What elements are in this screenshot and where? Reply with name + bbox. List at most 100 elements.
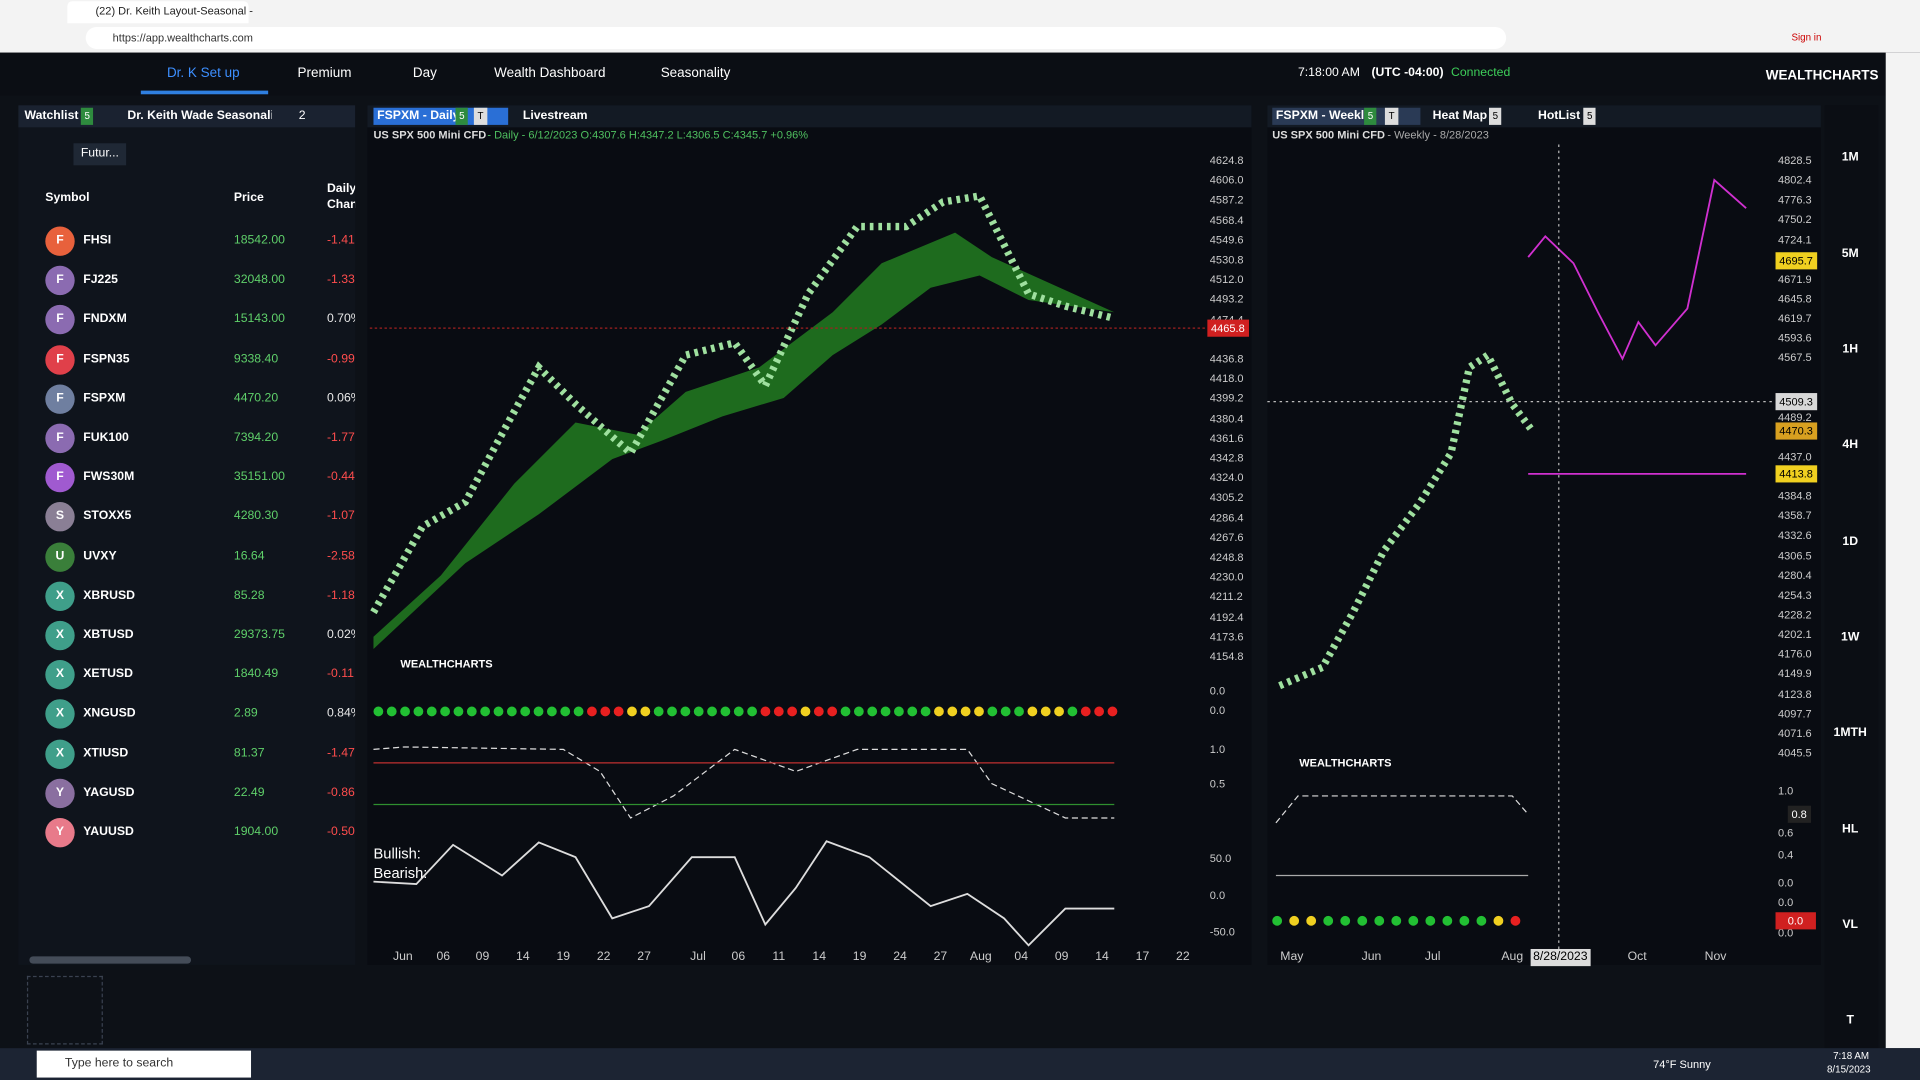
symbol[interactable]: UVXY [83,549,117,563]
signal-dot [1107,706,1118,717]
symbol[interactable]: XNGUSD [83,707,136,721]
nav-tab[interactable]: Wealth Dashboard [494,66,606,81]
symbol[interactable]: XBTUSD [83,628,134,642]
price-tick: 4154.8 [1209,650,1244,663]
nav-tab[interactable]: Seasonality [660,66,731,81]
symbol[interactable]: FHSI [83,233,112,248]
add-layout[interactable] [26,975,103,1045]
interval-button[interactable]: VL [1842,918,1859,932]
symbol[interactable]: XBRUSD [83,588,135,603]
nav-tab[interactable]: Day [412,66,437,81]
date-tick: Jun [1361,950,1382,964]
price: 15143.00 [233,312,285,327]
price-tick: 4384.8 [1777,490,1812,503]
price: 4280.30 [233,509,279,524]
sign-in[interactable]: Sign in [1791,31,1822,43]
signal-dot [520,706,531,717]
chart-tab[interactable]: HotList [1537,108,1581,123]
symbol[interactable]: FSPN35 [83,352,130,366]
symbol-icon: F [45,344,75,375]
browser-tab[interactable] [67,1,249,24]
interval-button[interactable]: 5M [1841,247,1859,261]
indicator-tick: 1.0 [1777,784,1794,798]
badge: T [473,107,488,125]
symbol[interactable]: XTIUSD [83,746,129,760]
signal-dot [1476,915,1487,926]
interval-button[interactable]: 1D [1842,535,1859,549]
symbol[interactable]: XETUSD [83,667,133,682]
date-tick: Oct [1627,950,1647,964]
symbol[interactable]: FJ225 [83,273,118,287]
price-tick: 4097.7 [1777,707,1812,720]
symbol[interactable]: FUK100 [83,431,129,445]
change: -0.50 [326,825,355,839]
price: 1904.00 [233,825,279,839]
price-tick: 4192.4 [1209,610,1244,623]
scrollbar[interactable] [29,956,192,964]
price-tick: 4123.8 [1777,687,1812,700]
signal-dot [867,706,878,717]
legend-bullish: Bullish: [373,844,421,863]
price-tick: 4399.2 [1209,392,1244,405]
interval-button[interactable]: HL [1842,822,1859,837]
chart-tab[interactable]: FSPXM - Daily [373,107,509,125]
nav-tab[interactable]: Premium [297,66,352,81]
interval-button[interactable]: T [1846,1013,1854,1028]
symbol-icon: Y [45,817,75,848]
indicator-tick: 50.0 [1209,852,1232,865]
signal-dot [813,706,824,717]
browser-sidebar [1885,52,1920,1049]
date-tick: 14 [812,950,827,964]
price-tick: 4248.8 [1209,551,1244,564]
badge: 5 [80,107,94,125]
signal-dot [853,706,864,717]
signal-dot [546,706,557,717]
chart-tab[interactable]: FSPXM - Weekly [1272,107,1420,125]
date-tick: 24 [893,950,907,964]
url[interactable]: https://app.wealthcharts.com [112,31,253,45]
watchlist-tab[interactable]: Watchlist [24,108,79,123]
daily-tabbar [367,105,1252,128]
date-tick: 22 [596,950,611,964]
symbol[interactable]: FWS30M [83,470,135,484]
taskbar-search-text[interactable]: Type here to search [64,1056,174,1071]
signal-dot [1094,706,1105,717]
last-price: 4465.8 [1207,319,1249,337]
chart-tab[interactable]: Heat Map [1432,108,1488,123]
tab-title[interactable]: (22) Dr. Keith Layout-Seasonal - [95,4,253,18]
price-tick: 4286.4 [1209,511,1244,524]
nav-tab[interactable]: Dr. K Set up [166,66,240,81]
price-marker: 4509.3 [1775,393,1817,411]
address-bar[interactable] [85,26,1507,49]
interval-button[interactable]: 1H [1842,342,1859,357]
indicator-tick: 0.0 [1777,876,1794,889]
filter[interactable]: Futur... [73,143,127,166]
interval-button[interactable]: 4H [1842,438,1859,452]
price: 18542.00 [233,233,285,248]
price-tick: 4202.1 [1777,628,1812,641]
signal-dot [773,706,784,717]
interval-button[interactable]: 1MTH [1833,726,1867,740]
taskbar-search[interactable] [36,1050,252,1078]
price-tick: 4305.2 [1209,491,1244,504]
chart-tab[interactable]: Livestream [522,108,588,123]
change: -1.47 [326,746,355,760]
symbol[interactable]: STOXX5 [83,509,132,524]
signal-dot [987,706,998,717]
price-tick: 4045.5 [1777,746,1812,760]
symbol[interactable]: FSPXM [83,391,126,406]
symbol[interactable]: FNDXM [83,312,127,327]
price-tick: 4358.7 [1777,509,1812,523]
signal-dot [1493,915,1504,926]
signal-dot [800,706,811,717]
symbol[interactable]: YAUUSD [83,825,134,839]
weather: 74°F Sunny [1653,1057,1711,1071]
price-tick: 4071.6 [1777,727,1812,740]
interval-button[interactable]: 1W [1841,630,1860,645]
signal-dot [400,706,410,717]
price-tick: 4512.0 [1209,273,1244,286]
layout-tab[interactable]: Dr. Keith Wade Seasonality S [127,108,271,123]
interval-button[interactable]: 1M [1841,150,1859,165]
symbol[interactable]: YAGUSD [83,785,135,800]
symbol-icon: F [45,226,75,256]
